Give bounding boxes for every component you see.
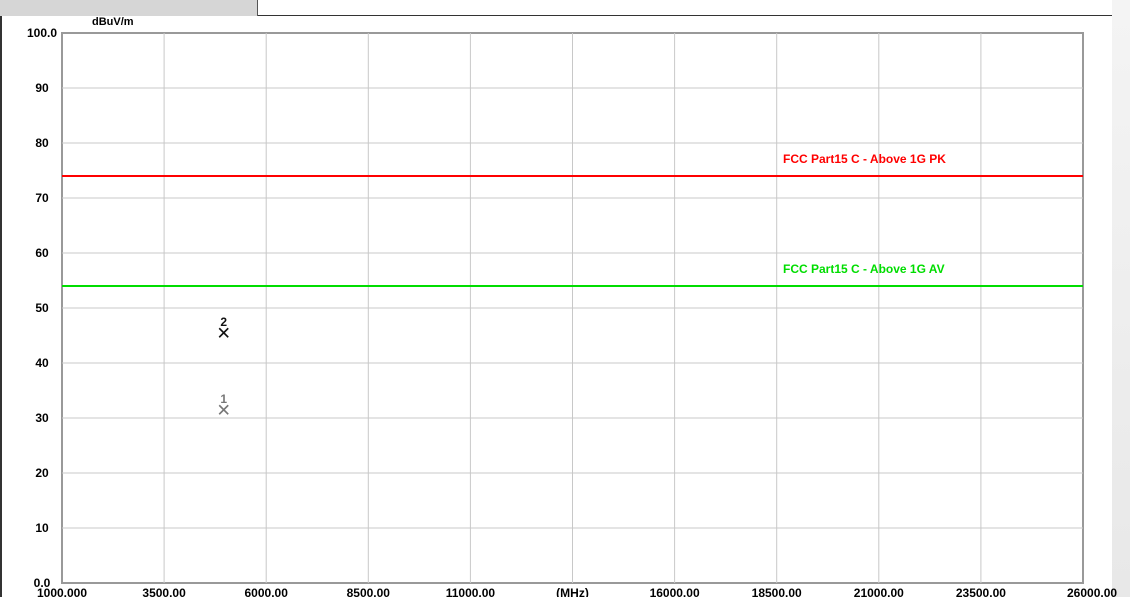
x-tick-label: 16000.00 (650, 586, 700, 597)
y-tick-label: 90 (35, 81, 49, 95)
x-tick-label: 3500.00 (142, 586, 186, 597)
x-tick-label: 23500.00 (956, 586, 1006, 597)
y-tick-label: 10 (35, 521, 49, 535)
x-tick-label: 18500.00 (752, 586, 802, 597)
y-tick-label: 70 (35, 191, 49, 205)
y-axis-label: dBuV/m (92, 16, 134, 28)
x-tick-label: 11000.00 (446, 586, 496, 597)
y-tick-label: 100.0 (27, 26, 57, 40)
limit-line-label: FCC Part15 C - Above 1G AV (783, 262, 945, 276)
y-tick-label: 50 (35, 301, 49, 315)
x-tick-label: 1000.000 (37, 586, 87, 597)
y-tick-label: 20 (35, 466, 49, 480)
x-tick-label: 21000.00 (854, 586, 904, 597)
x-tick-label: (MHz) (556, 586, 589, 597)
x-tick-label: 6000.00 (245, 586, 289, 597)
y-tick-label: 60 (35, 246, 49, 260)
x-tick-label: 8500.00 (347, 586, 391, 597)
x-axis-ticks: 1000.000 3500.00 6000.00 8500.00 11000.00 (MH… (37, 586, 1117, 597)
y-tick-label: 80 (35, 136, 49, 150)
y-tick-label: 30 (35, 411, 49, 425)
marker-label: 1 (220, 392, 227, 406)
x-tick-label: 26000.00 (1067, 586, 1117, 597)
y-tick-label: 40 (35, 356, 49, 370)
limit-line-label: FCC Part15 C - Above 1G PK (783, 152, 946, 166)
marker-label: 2 (220, 315, 227, 329)
